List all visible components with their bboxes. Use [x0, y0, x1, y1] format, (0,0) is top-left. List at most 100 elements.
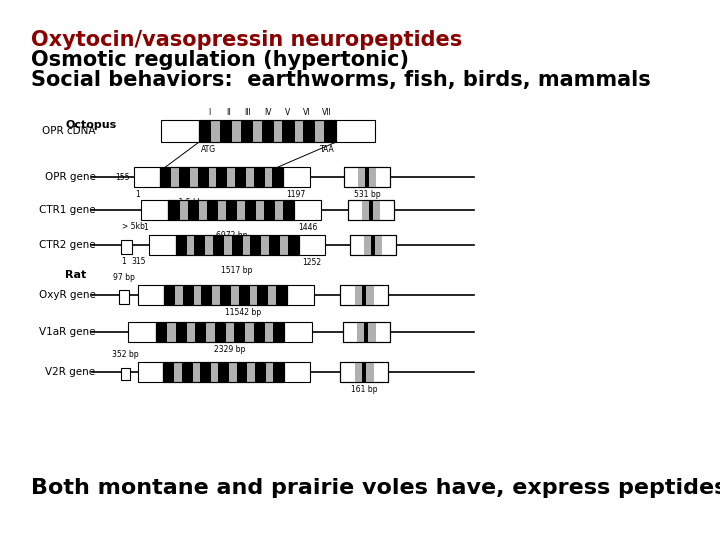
- Text: ATG: ATG: [201, 145, 216, 154]
- Bar: [273, 322, 284, 342]
- Bar: [344, 167, 390, 187]
- Text: 1: 1: [135, 190, 140, 199]
- Text: OPR cDNA: OPR cDNA: [42, 126, 96, 136]
- Bar: [187, 200, 199, 220]
- Text: CTR2 gene: CTR2 gene: [39, 240, 96, 250]
- Bar: [232, 235, 243, 255]
- Bar: [199, 120, 336, 142]
- Bar: [287, 285, 313, 305]
- Text: Oxytocin/vasopressin neuropeptides: Oxytocin/vasopressin neuropeptides: [30, 30, 462, 50]
- Bar: [258, 285, 269, 305]
- Bar: [176, 235, 186, 255]
- Bar: [357, 322, 376, 342]
- Bar: [183, 285, 194, 305]
- Text: 1252: 1252: [302, 258, 321, 267]
- Bar: [344, 167, 390, 187]
- Text: 161 bp: 161 bp: [351, 385, 377, 394]
- Bar: [168, 200, 180, 220]
- Bar: [161, 120, 199, 142]
- Bar: [364, 322, 368, 342]
- Bar: [350, 235, 396, 255]
- Text: 1446: 1446: [298, 223, 318, 232]
- Text: V1aR gene: V1aR gene: [39, 327, 96, 337]
- Bar: [283, 200, 294, 220]
- Bar: [220, 285, 231, 305]
- Bar: [269, 235, 280, 255]
- Text: 1197: 1197: [287, 190, 306, 199]
- Bar: [239, 285, 250, 305]
- Text: III: III: [245, 108, 251, 117]
- Bar: [161, 167, 284, 187]
- Bar: [234, 322, 246, 342]
- Bar: [181, 362, 192, 382]
- Bar: [284, 362, 310, 382]
- Bar: [195, 322, 207, 342]
- Text: IV: IV: [264, 108, 271, 117]
- Bar: [197, 167, 209, 187]
- Bar: [134, 167, 161, 187]
- Bar: [343, 322, 390, 342]
- Text: 352 bp: 352 bp: [112, 350, 139, 359]
- Bar: [272, 167, 284, 187]
- Bar: [199, 120, 212, 142]
- Bar: [202, 285, 212, 305]
- Bar: [164, 285, 287, 305]
- Text: OxyR gene: OxyR gene: [39, 290, 96, 300]
- Bar: [179, 167, 190, 187]
- Bar: [235, 167, 246, 187]
- Text: VII: VII: [322, 108, 331, 117]
- Bar: [336, 120, 374, 142]
- Bar: [163, 362, 174, 382]
- Text: 11542 bp: 11542 bp: [225, 308, 261, 317]
- Bar: [255, 362, 266, 382]
- Bar: [253, 167, 265, 187]
- Bar: [128, 322, 156, 342]
- Bar: [164, 285, 287, 305]
- Text: 1517 bp: 1517 bp: [221, 266, 253, 275]
- Text: 97 bp: 97 bp: [113, 273, 135, 282]
- Bar: [207, 200, 218, 220]
- Bar: [216, 167, 228, 187]
- Text: Both montane and prairie voles have, express peptides: Both montane and prairie voles have, exp…: [30, 478, 720, 498]
- Bar: [288, 235, 299, 255]
- Text: VI: VI: [303, 108, 310, 117]
- Bar: [362, 285, 366, 305]
- Text: 2329 bp: 2329 bp: [214, 345, 245, 354]
- Bar: [218, 362, 229, 382]
- Bar: [372, 235, 375, 255]
- Bar: [273, 362, 284, 382]
- Bar: [161, 167, 284, 187]
- Bar: [199, 120, 336, 142]
- Bar: [138, 362, 163, 382]
- Bar: [348, 200, 394, 220]
- Bar: [194, 235, 205, 255]
- Bar: [284, 322, 312, 342]
- Bar: [348, 200, 394, 220]
- Text: V: V: [284, 108, 290, 117]
- Bar: [251, 235, 261, 255]
- Bar: [163, 362, 284, 382]
- Bar: [156, 322, 168, 342]
- Bar: [364, 235, 382, 255]
- Bar: [264, 200, 275, 220]
- Bar: [163, 362, 284, 382]
- Text: 6972 bp: 6972 bp: [215, 231, 247, 240]
- Text: 315: 315: [132, 257, 146, 266]
- Bar: [156, 322, 284, 342]
- Text: Octopus: Octopus: [65, 120, 116, 130]
- Text: I: I: [208, 108, 210, 117]
- Bar: [149, 235, 176, 255]
- Bar: [294, 200, 321, 220]
- Bar: [168, 200, 294, 220]
- Text: Rat: Rat: [65, 270, 86, 280]
- Bar: [176, 235, 299, 255]
- Text: V2R gene: V2R gene: [45, 367, 96, 377]
- Bar: [164, 285, 175, 305]
- Bar: [121, 240, 132, 254]
- Bar: [245, 200, 256, 220]
- Bar: [276, 285, 287, 305]
- Bar: [354, 362, 374, 382]
- Bar: [362, 362, 366, 382]
- Bar: [240, 120, 253, 142]
- Text: 155: 155: [115, 172, 130, 181]
